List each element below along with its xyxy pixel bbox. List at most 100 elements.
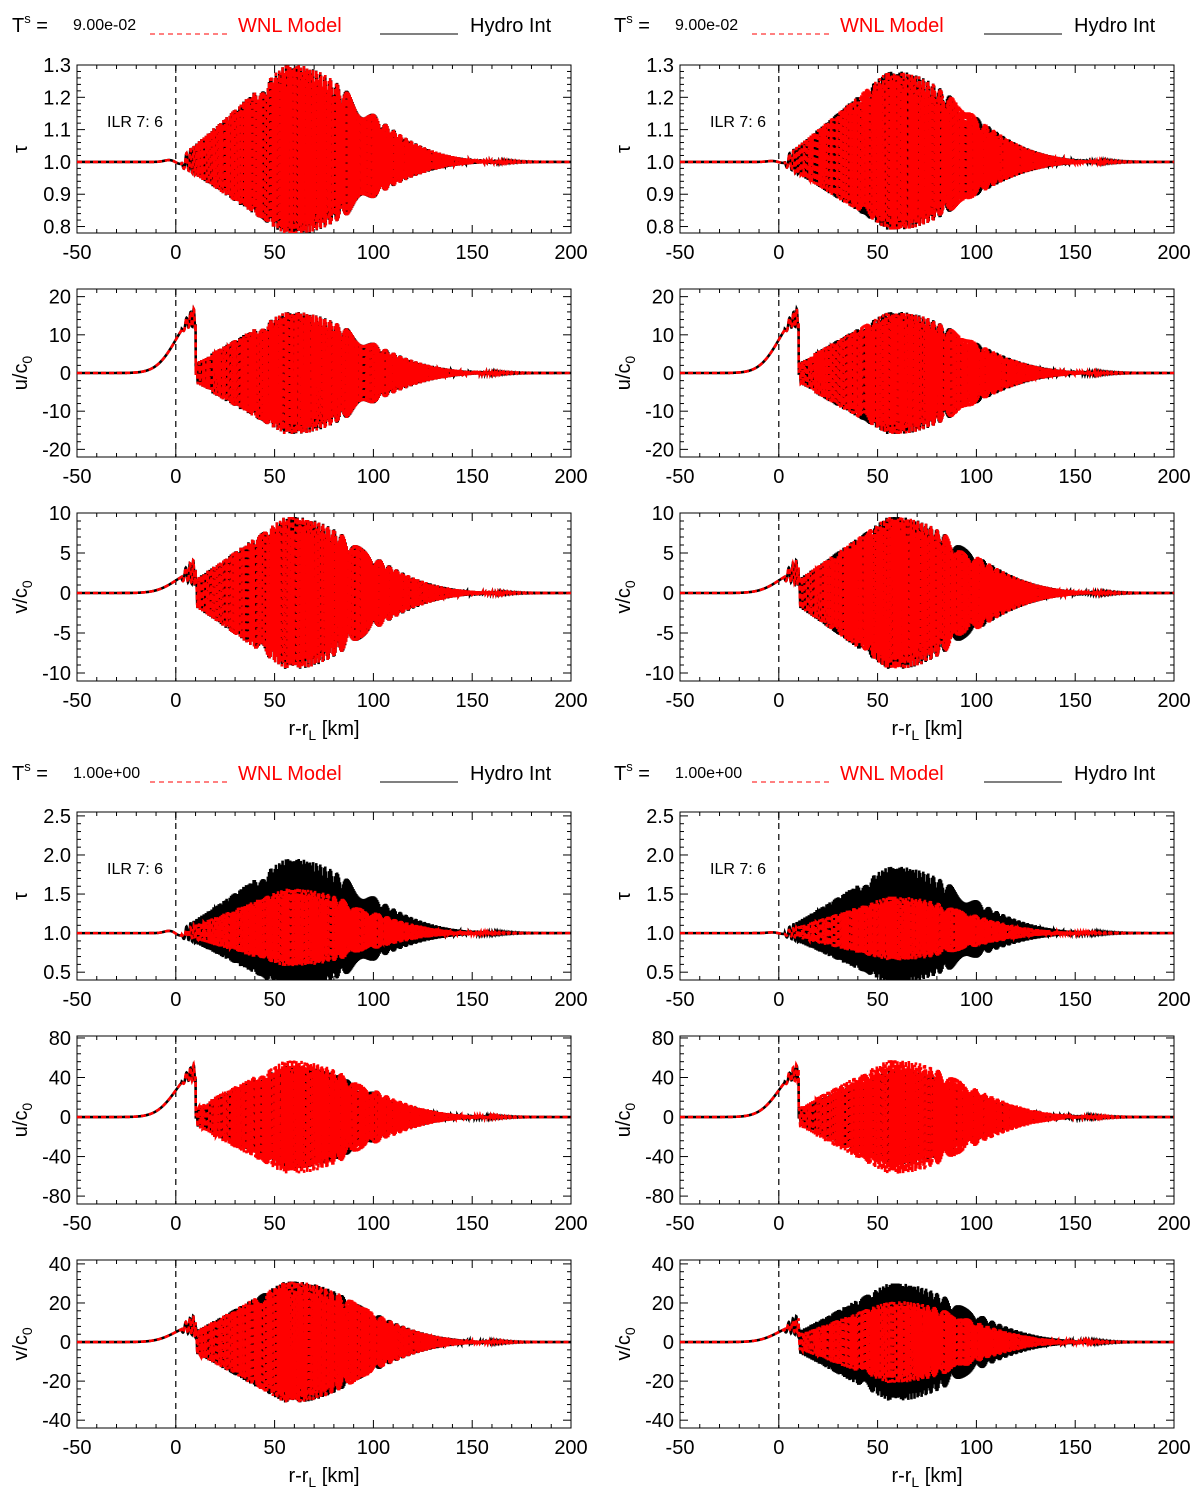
x-tick-label: -50 <box>666 466 695 488</box>
y-tick-label: 40 <box>49 1254 71 1276</box>
x-tick-label: 50 <box>263 1437 285 1459</box>
y-tick-label: 0 <box>663 1332 674 1354</box>
x-tick-label: 150 <box>456 242 489 264</box>
panel-0-1-tau: -50 0 50 100 150 200 0.8 0.9 1.0 1.1 1.2 1.3 τ ILR 7:… <box>613 55 1191 264</box>
x-tick-label: 0 <box>170 1213 181 1235</box>
plot-frame <box>679 1259 1175 1429</box>
y-axis-label: v/c0 <box>613 1327 638 1361</box>
x-tick-label: 50 <box>263 242 285 264</box>
x-tick-label: 0 <box>170 242 181 264</box>
x-tick-label: 200 <box>1157 989 1190 1011</box>
y-tick-label: 0 <box>663 1107 674 1129</box>
y-tick-label: 40 <box>652 1068 674 1090</box>
series-wnl-model <box>77 65 571 233</box>
y-tick-label: -5 <box>656 623 674 645</box>
y-tick-label: 40 <box>49 1068 71 1090</box>
series-wnl-model <box>680 517 1174 669</box>
x-tick-label: 100 <box>357 690 390 712</box>
x-tick-label: 150 <box>456 690 489 712</box>
x-tick-label: 0 <box>773 242 784 264</box>
y-tick-label: -40 <box>42 1410 71 1432</box>
y-tick-label: 10 <box>49 503 71 525</box>
panel-0-1-u: -50 0 50 100 150 200 -20 -10 0 10 20 u/c0 <box>613 287 1191 488</box>
series-wnl-model <box>77 304 571 434</box>
resonance-annotation: ILR 7: 6 <box>710 861 766 878</box>
y-tick-label: 1.2 <box>43 87 71 109</box>
y-tick-label: -20 <box>645 1371 674 1393</box>
x-tick-label: 200 <box>554 1213 587 1235</box>
panel-1-1-tau: -50 0 50 100 150 200 0.5 1.0 1.5 2.0 2.5 τ ILR 7: 6 <box>613 806 1191 1011</box>
legend-model-label: WNL Model <box>840 15 944 37</box>
ts-value: 9.00e-02 <box>73 17 136 34</box>
x-tick-label: 50 <box>866 690 888 712</box>
y-axis-label: v/c0 <box>613 580 638 614</box>
x-tick-label: 200 <box>1157 1213 1190 1235</box>
x-tick-label: 200 <box>554 466 587 488</box>
x-tick-label: 0 <box>773 466 784 488</box>
plot-frame <box>679 1035 1175 1205</box>
y-tick-label: -20 <box>42 1371 71 1393</box>
x-tick-label: 150 <box>456 466 489 488</box>
y-tick-label: 2.0 <box>43 845 71 867</box>
ts-value: 1.00e+00 <box>675 765 742 782</box>
y-tick-label: 1.3 <box>43 55 71 77</box>
x-tick-label: 150 <box>1059 1437 1092 1459</box>
x-tick-label: 0 <box>773 690 784 712</box>
panel-1-0-v: -50 0 50 100 150 200 -40 -20 0 20 40 v/c0 r-rL [km] <box>10 1254 588 1490</box>
series-wnl-model <box>680 71 1174 230</box>
legend-hydro-label: Hydro Int <box>470 15 552 37</box>
x-tick-label: 150 <box>1059 466 1092 488</box>
ts-value: 9.00e-02 <box>675 17 738 34</box>
x-tick-label: 100 <box>357 989 390 1011</box>
x-tick-label: 50 <box>263 989 285 1011</box>
y-axis-label: τ <box>613 892 635 900</box>
x-tick-label: -50 <box>666 242 695 264</box>
y-tick-label: -10 <box>42 663 71 685</box>
resonance-annotation: ILR 7: 6 <box>710 114 766 131</box>
x-tick-label: 100 <box>357 1437 390 1459</box>
header-group-0-right: Ts = 9.00e-02 WNL Model Hydro Int <box>614 11 1156 37</box>
x-tick-label: 150 <box>1059 989 1092 1011</box>
y-tick-label: -40 <box>645 1147 674 1169</box>
x-tick-label: 100 <box>960 466 993 488</box>
y-tick-label: 20 <box>652 287 674 309</box>
y-axis-label: τ <box>613 145 635 153</box>
y-tick-label: 1.0 <box>43 923 71 945</box>
legend-hydro-label: Hydro Int <box>1074 763 1156 785</box>
y-axis-label: u/c0 <box>10 356 35 391</box>
plot-frame <box>76 512 572 682</box>
ts-label: Ts = <box>614 11 650 37</box>
panel-0-0-tau: -50 0 50 100 150 200 0.8 0.9 1.0 1.1 1.2 1.3 τ ILR 7:… <box>10 55 588 264</box>
y-tick-label: -5 <box>53 623 71 645</box>
ts-label: Ts = <box>614 759 650 785</box>
y-tick-label: 1.1 <box>43 120 71 142</box>
x-tick-label: 100 <box>960 1213 993 1235</box>
x-tick-label: -50 <box>666 989 695 1011</box>
y-tick-label: 0 <box>60 363 71 385</box>
x-tick-label: 50 <box>866 1213 888 1235</box>
y-tick-label: 5 <box>60 543 71 565</box>
x-tick-label: 0 <box>170 466 181 488</box>
legend-model-label: WNL Model <box>238 763 342 785</box>
legend-model-label: WNL Model <box>238 15 342 37</box>
x-axis-label: r-rL [km] <box>891 1465 962 1490</box>
y-tick-label: 1.0 <box>646 152 674 174</box>
y-tick-label: 1.1 <box>646 120 674 142</box>
y-tick-label: 80 <box>49 1028 71 1050</box>
x-tick-label: 100 <box>357 242 390 264</box>
y-axis-label: τ <box>10 145 32 153</box>
x-tick-label: 50 <box>866 466 888 488</box>
y-tick-label: 1.3 <box>646 55 674 77</box>
y-axis-label: u/c0 <box>613 356 638 391</box>
x-tick-label: -50 <box>666 1437 695 1459</box>
y-axis-label: u/c0 <box>613 1103 638 1138</box>
resonance-annotation: ILR 7: 6 <box>107 114 163 131</box>
y-tick-label: 80 <box>652 1028 674 1050</box>
y-tick-label: 0.5 <box>646 962 674 984</box>
plot-frame <box>76 1259 572 1429</box>
y-axis-label: v/c0 <box>10 1327 35 1361</box>
y-tick-label: 20 <box>652 1293 674 1315</box>
